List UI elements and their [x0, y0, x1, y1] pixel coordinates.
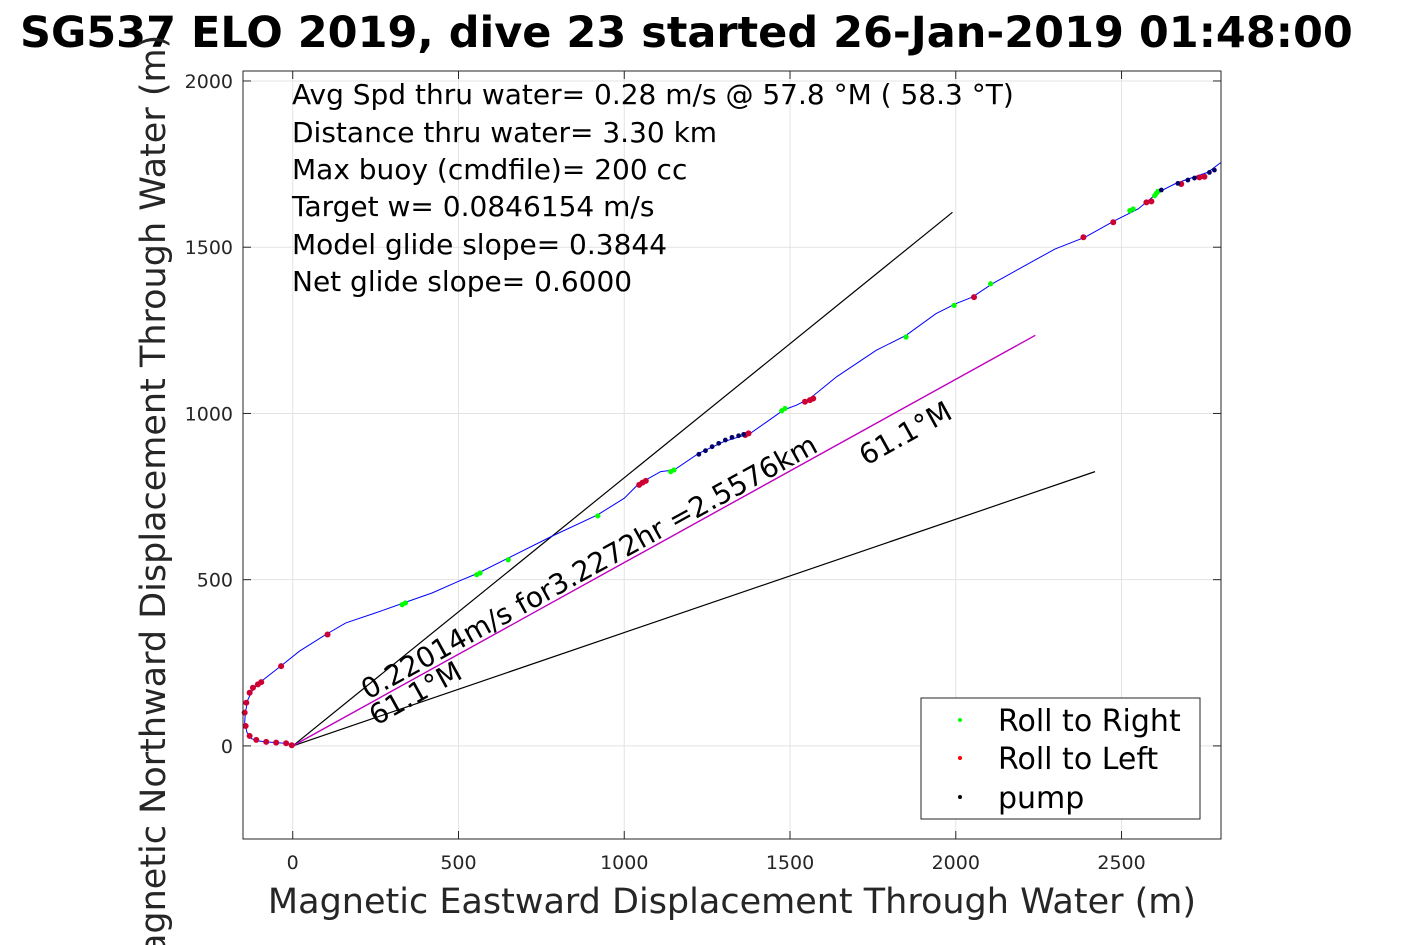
- roll-left-point: [246, 732, 253, 739]
- roll-left-point: [1110, 219, 1117, 226]
- roll-right-point: [671, 467, 677, 473]
- roll-left-point: [273, 739, 280, 746]
- roll-left-point: [253, 736, 260, 743]
- roll-left-point: [246, 689, 253, 696]
- stat-net-glide-slope: Net glide slope= 0.6000: [292, 265, 632, 298]
- pump-point: [1158, 187, 1164, 193]
- y-tick-label: 500: [197, 570, 233, 592]
- roll-left-point: [288, 742, 295, 749]
- grid: [243, 71, 1221, 839]
- roll-left-point: [801, 398, 808, 405]
- axis-ticks: 0 500 1000 1500 2000 2500 0 500 1000 1500 2000: [185, 71, 1221, 874]
- roll-left-point: [1196, 174, 1203, 181]
- legend-marker-roll-right: [958, 718, 962, 722]
- x-tick-label: 500: [440, 852, 476, 874]
- roll-left-point: [324, 631, 331, 638]
- guide-line: [292, 211, 953, 747]
- stat-max-buoy: Max buoy (cmdfile)= 200 cc: [292, 153, 687, 186]
- pump-point: [722, 437, 728, 443]
- heading-annotation-end: 61.1°M: [853, 395, 957, 472]
- chart-title: SG537 ELO 2019, dive 23 started 26-Jan-2…: [20, 8, 1353, 58]
- roll-right-point: [402, 600, 409, 606]
- legend-label-roll-right: Roll to Right: [998, 704, 1181, 739]
- roll-left-point: [745, 430, 752, 437]
- y-tick-label: 1500: [185, 237, 233, 259]
- y-tick-label: 0: [221, 736, 233, 758]
- roll-left-point: [258, 679, 265, 686]
- roll-left-point: [243, 699, 250, 706]
- stat-target-w: Target w= 0.0846154 m/s: [291, 190, 654, 223]
- stat-avg-speed: Avg Spd thru water= 0.28 m/s @ 57.8 °M (…: [292, 78, 1014, 111]
- roll-left-point: [249, 684, 256, 691]
- y-axis-label: Magnetic Northward Displacement Through …: [134, 35, 174, 945]
- legend-marker-roll-left: [958, 756, 962, 760]
- roll-left-point: [810, 395, 817, 402]
- legend-marker-pump: [958, 795, 962, 799]
- roll-right-point: [987, 281, 994, 287]
- pump-point: [716, 440, 722, 446]
- pump-point: [1185, 177, 1191, 183]
- guide-line: [292, 471, 1096, 747]
- pump-point: [703, 448, 708, 454]
- guide-lines: [292, 211, 1096, 747]
- y-tick-label: 1000: [185, 403, 233, 425]
- speed-annotation: 0.22014m/s for3.2272hr =2.5576km: [355, 428, 822, 706]
- roll-right-point: [595, 513, 601, 519]
- roll-left-point: [283, 740, 290, 747]
- pump-point: [696, 451, 702, 457]
- heading-line: [292, 334, 1036, 747]
- x-tick-label: 1500: [766, 852, 814, 874]
- legend-box: [920, 697, 1201, 820]
- roll-left-point: [1201, 173, 1208, 180]
- roll-left-point: [1080, 234, 1087, 241]
- roll-left-point: [278, 663, 285, 670]
- roll-right-point: [477, 570, 483, 576]
- legend-label-pump: pump: [998, 781, 1084, 816]
- pump-point: [1211, 167, 1217, 173]
- x-tick-label: 1000: [600, 852, 648, 874]
- roll-left-point: [1148, 198, 1155, 205]
- pump-point: [709, 444, 715, 450]
- pump-point: [1206, 170, 1212, 175]
- pump-point: [1192, 175, 1197, 181]
- roll-right-point: [505, 557, 511, 563]
- roll-right-point: [951, 302, 957, 308]
- roll-right-point: [782, 405, 788, 412]
- pump-point: [729, 434, 735, 440]
- legend: Roll to Right Roll to Left pump: [920, 697, 1201, 820]
- roll-right-point: [903, 334, 909, 340]
- roll-left-point: [642, 477, 649, 484]
- roll-right-point: [1130, 206, 1136, 212]
- x-tick-label: 2000: [932, 852, 980, 874]
- x-axis-label: Magnetic Eastward Displacement Through W…: [268, 882, 1196, 922]
- pump-point: [1175, 180, 1181, 186]
- roll-left-point: [242, 722, 249, 729]
- roll-left-point: [1143, 199, 1150, 206]
- legend-label-roll-left: Roll to Left: [998, 742, 1158, 777]
- stat-distance: Distance thru water= 3.30 km: [292, 116, 717, 149]
- x-tick-label: 0: [287, 852, 299, 874]
- roll-left-point: [263, 738, 270, 745]
- y-tick-label: 2000: [185, 71, 233, 93]
- stat-model-glide-slope: Model glide slope= 0.3844: [292, 228, 667, 261]
- heading-line-segment: [292, 334, 1036, 747]
- pump-point: [741, 431, 747, 437]
- x-tick-label: 2500: [1097, 852, 1145, 874]
- stats-block: Avg Spd thru water= 0.28 m/s @ 57.8 °M (…: [291, 78, 1014, 298]
- roll-left-point: [971, 294, 978, 301]
- pump-point: [736, 433, 742, 439]
- plot-frame: [242, 70, 1222, 840]
- roll-and-pump-points: [241, 167, 1217, 749]
